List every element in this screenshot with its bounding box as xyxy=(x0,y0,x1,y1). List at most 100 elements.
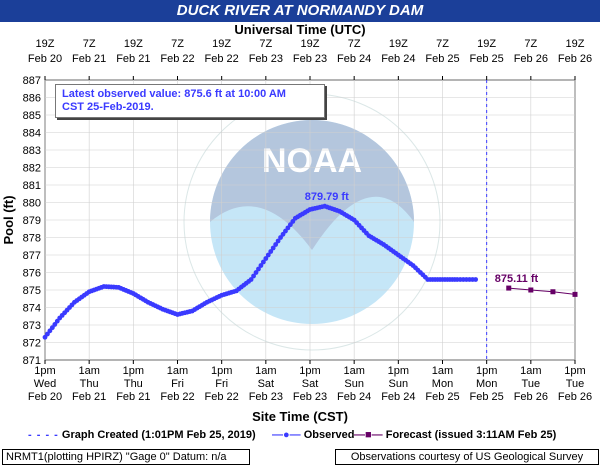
x-tick-label: 1am xyxy=(343,365,364,377)
latest-observed-line1: Latest observed value: 875.6 ft at 10:00… xyxy=(62,88,286,100)
observed-point xyxy=(260,259,266,265)
x-tick-label: Mon xyxy=(432,378,453,390)
noaa-seal-watermark: NOAA xyxy=(183,93,441,351)
x-tick-label: Wed xyxy=(34,378,56,390)
y-tick-label: 883 xyxy=(23,145,41,157)
x-tick-label: Sat xyxy=(302,378,319,390)
legend-observed: —●— Observed xyxy=(272,428,354,442)
seal-text: NOAA xyxy=(262,142,362,180)
x-tick-label: 1pm xyxy=(388,365,409,377)
forecast-point xyxy=(550,289,556,295)
forecast-point xyxy=(528,287,534,293)
x-tick-label: Feb 22 xyxy=(205,391,239,403)
x-tick-label: Thu xyxy=(124,378,143,390)
forecast-point xyxy=(506,285,512,291)
x-tick-label: Tue xyxy=(522,378,541,390)
top-tick-label: 7Z xyxy=(436,38,449,50)
x-tick-label: Fri xyxy=(171,378,184,390)
legend-observed-label: Observed xyxy=(303,429,355,441)
y-tick-label: 885 xyxy=(23,110,41,122)
y-tick-label: 874 xyxy=(23,303,41,315)
top-tick-label: Feb 25 xyxy=(470,53,504,65)
top-tick-label: Feb 23 xyxy=(249,53,283,65)
top-axis-title: Universal Time (UTC) xyxy=(234,22,366,37)
x-tick-label: Sun xyxy=(344,378,364,390)
seal-disc xyxy=(210,120,414,324)
x-tick-label: Thu xyxy=(80,378,99,390)
y-tick-label: 882 xyxy=(23,163,41,175)
forecast-line xyxy=(508,287,576,295)
x-tick-label: Feb 21 xyxy=(116,391,150,403)
observed-point xyxy=(270,245,276,251)
observed-point xyxy=(263,256,269,261)
x-tick-label: Feb 26 xyxy=(514,391,548,403)
bottom-axis-title: Site Time (CST) xyxy=(252,409,348,424)
top-tick-label: Feb 23 xyxy=(293,53,327,65)
legend-forecast-label: Forecast (issued 3:11AM Feb 25) xyxy=(385,429,557,441)
top-tick-label: Feb 21 xyxy=(116,53,150,65)
top-tick-label: Feb 25 xyxy=(425,53,459,65)
top-tick-label: Feb 22 xyxy=(205,53,239,65)
footer-credits: Observations courtesy of US Geological S… xyxy=(335,449,599,465)
top-tick-label: 19Z xyxy=(301,38,320,50)
y-tick-label: 878 xyxy=(23,233,41,245)
x-tick-label: Mon xyxy=(476,378,497,390)
x-tick-label: 1pm xyxy=(123,365,144,377)
chart-title: DUCK RIVER AT NORMANDY DAM xyxy=(0,0,600,22)
top-tick-label: 7Z xyxy=(524,38,537,50)
y-tick-label: 871 xyxy=(23,355,41,367)
observed-point xyxy=(265,252,271,258)
top-tick-label: 7Z xyxy=(171,38,184,50)
forecast-line-icon: —■— xyxy=(354,429,383,441)
x-tick-label: Feb 26 xyxy=(558,391,592,403)
observed-point xyxy=(275,238,281,244)
observed-point xyxy=(253,270,259,275)
x-tick-label: 1pm xyxy=(34,365,55,377)
y-tick-label: 876 xyxy=(23,268,41,280)
top-tick-label: 19Z xyxy=(477,38,496,50)
footer-datum: NRMT1(plotting HPIRZ) "Gage 0" Datum: n/… xyxy=(2,449,250,465)
observed-line-icon: —●— xyxy=(272,429,301,441)
x-tick-label: Tue xyxy=(566,378,585,390)
top-tick-label: 19Z xyxy=(389,38,408,50)
x-tick-label: Feb 20 xyxy=(28,391,62,403)
x-tick-label: 1am xyxy=(520,365,541,377)
legend-forecast: —■— Forecast (issued 3:11AM Feb 25) xyxy=(354,428,556,442)
x-tick-label: Feb 21 xyxy=(72,391,106,403)
top-tick-label: 19Z xyxy=(566,38,585,50)
y-tick-label: 872 xyxy=(23,338,41,350)
x-tick-label: 1pm xyxy=(476,365,497,377)
observed-point xyxy=(248,277,254,282)
x-tick-label: Fri xyxy=(215,378,228,390)
observed-point xyxy=(258,263,264,268)
x-tick-label: 1pm xyxy=(564,365,585,377)
y-tick-label: 877 xyxy=(23,250,41,262)
top-tick-label: 7Z xyxy=(259,38,272,50)
x-tick-label: 1am xyxy=(432,365,453,377)
y-tick-label: 880 xyxy=(23,198,41,210)
forecast-label: 875.11 ft xyxy=(495,273,539,285)
y-tick-label: 875 xyxy=(23,285,41,297)
observed-point xyxy=(473,277,479,282)
x-tick-label: Feb 24 xyxy=(381,391,415,403)
top-tick-label: Feb 26 xyxy=(514,53,548,65)
top-tick-label: 7Z xyxy=(83,38,96,50)
x-tick-label: Feb 24 xyxy=(337,391,371,403)
top-tick-label: 19Z xyxy=(212,38,231,50)
latest-observed-line2: CST 25-Feb-2019. xyxy=(62,101,154,113)
dashed-line-icon: - - - - xyxy=(28,429,59,441)
x-tick-label: Feb 25 xyxy=(470,391,504,403)
top-tick-label: 19Z xyxy=(124,38,143,50)
top-tick-label: Feb 21 xyxy=(72,53,106,65)
y-tick-label: 887 xyxy=(23,75,41,87)
x-tick-label: Feb 23 xyxy=(293,391,327,403)
legend: - - - - Graph Created (1:01PM Feb 25, 20… xyxy=(0,428,600,444)
x-tick-label: 1am xyxy=(255,365,276,377)
top-tick-label: Feb 20 xyxy=(28,53,62,65)
top-tick-label: Feb 22 xyxy=(160,53,194,65)
forecast-point xyxy=(572,291,578,297)
y-axis-title: Pool (ft) xyxy=(1,195,16,244)
y-tick-label: 886 xyxy=(23,93,41,105)
y-tick-label: 881 xyxy=(23,180,41,192)
